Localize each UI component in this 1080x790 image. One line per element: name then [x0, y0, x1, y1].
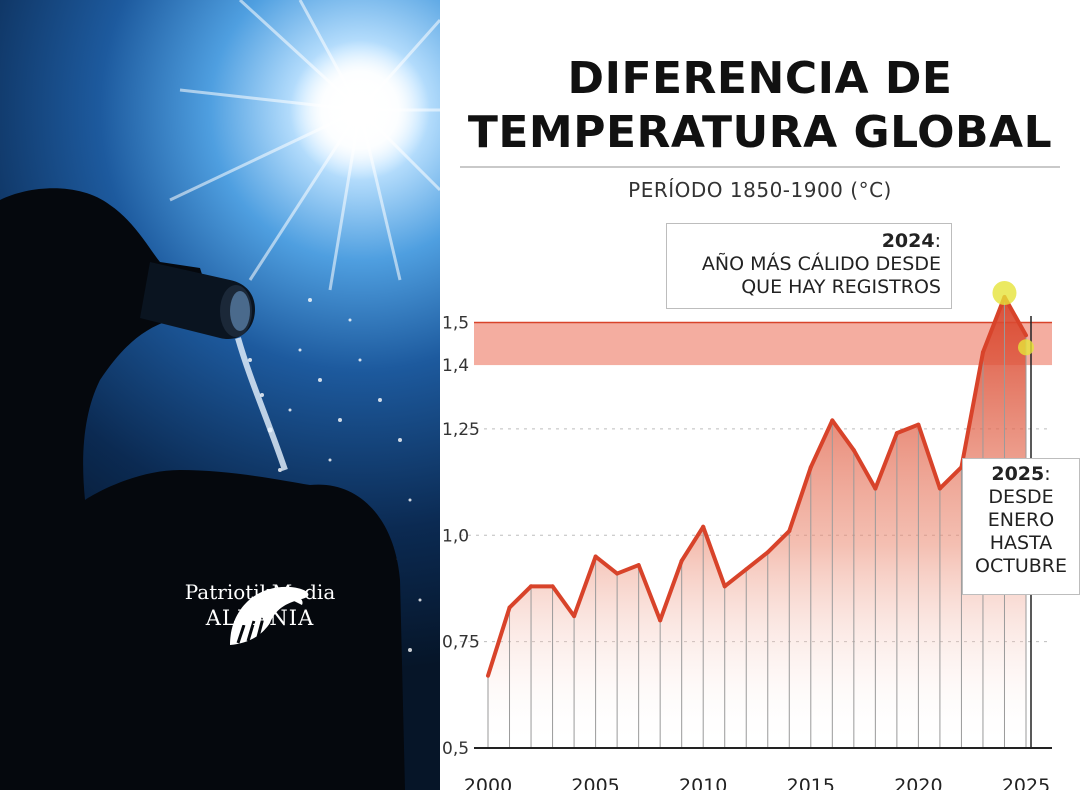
y-tick-label: 1,5 [442, 314, 469, 334]
annotation-2024-colon: : [934, 230, 941, 252]
series-line-segment [701, 524, 727, 589]
chart-title-line-2: TEMPERATURA GLOBAL [467, 107, 1053, 158]
series-line-segment [873, 431, 899, 491]
water-stream [235, 337, 288, 471]
series-line-segment [507, 584, 534, 610]
watermark-line-2: ALBANIA [205, 606, 315, 630]
area-fill [488, 297, 1026, 748]
chart-panel: DIFERENCIA DE TEMPERATURA GLOBAL PERÍODO… [440, 0, 1080, 790]
series-line-segment [894, 422, 921, 436]
threshold-band [474, 322, 1052, 366]
photo-illustration [0, 0, 440, 790]
series-line-segment [658, 558, 684, 623]
series-line-segment [722, 567, 749, 589]
x-tick-label: 2000 [464, 775, 512, 790]
person-silhouette [0, 188, 405, 790]
series-line-segment [830, 418, 856, 453]
annotation-2024-line-2: QUE HAY REGISTROS [741, 276, 941, 298]
annotation-2024: 2024: AÑO MÁS CÁLIDO DESDE QUE HAY REGIS… [666, 223, 952, 309]
x-tick-label: 2010 [679, 775, 727, 790]
series-line-segment [550, 584, 577, 619]
series-line-segment [980, 295, 1007, 355]
y-tick-label: 1,25 [442, 420, 480, 440]
y-tick-label: 1,0 [442, 526, 469, 546]
y-tick-label: 1,4 [442, 356, 469, 376]
series-line-segment [615, 563, 641, 576]
series-line-segment [765, 529, 792, 555]
watermark-line-1: PatriotikMedia [184, 580, 336, 604]
annotation-2024-line-1: AÑO MÁS CÁLIDO DESDE [701, 253, 941, 275]
annotation-2025-line-4: OCTUBRE [975, 555, 1067, 577]
annotation-2025-year: 2025 [991, 463, 1045, 485]
series-line-segment [486, 605, 512, 678]
y-tick-label: 0,75 [442, 633, 480, 653]
annotation-2025-line-3: HASTA [989, 532, 1053, 554]
series-line-segment [808, 418, 835, 470]
annotation-2025-line-1: DESDE [988, 486, 1054, 508]
highlight-point [1018, 339, 1034, 356]
temperature-chart: 0,5 0,75 1,0 1,25 1,4 1,5 2000 2005 2010 2015 2020… [442, 281, 1052, 790]
annotation-2024-year: 2024 [881, 230, 935, 252]
bottle-icon [140, 262, 255, 340]
series-line-segment [937, 465, 964, 491]
series-line-segment [572, 554, 598, 619]
annotation-2025: 2025: DESDE ENERO HASTA OCTUBRE [962, 458, 1080, 595]
x-tick-label: 2015 [787, 775, 835, 790]
annotation-2025-line-2: ENERO [987, 509, 1055, 531]
chart-title: DIFERENCIA DE TEMPERATURA GLOBAL [440, 52, 1080, 160]
photo-panel: PatriotikMedia ALBANIA [0, 0, 440, 790]
x-tick-label: 2020 [894, 775, 942, 790]
sun-icon [290, 40, 430, 180]
title-divider [460, 166, 1060, 168]
x-tick-label: 2025 [1002, 775, 1050, 790]
series-line-segment [851, 448, 878, 491]
series-line-segment [636, 563, 663, 623]
x-tick-label: 2005 [571, 775, 619, 790]
chart-subtitle: PERÍODO 1850-1900 (°C) [628, 178, 892, 202]
series-line-segment [679, 524, 706, 563]
eagle-logo-icon [230, 586, 309, 645]
annotation-2025-colon: : [1044, 463, 1051, 485]
highlight-point [992, 281, 1017, 306]
series-line-segment [593, 554, 620, 576]
series-line-segment [959, 350, 985, 470]
series-line-segment [744, 550, 770, 572]
y-tick-label: 0,5 [442, 739, 469, 759]
series-line-segment [916, 422, 942, 491]
series-line-segment [787, 465, 813, 534]
chart-title-line-1: DIFERENCIA DE [567, 53, 953, 104]
watermark-logo: PatriotikMedia ALBANIA [160, 580, 360, 632]
